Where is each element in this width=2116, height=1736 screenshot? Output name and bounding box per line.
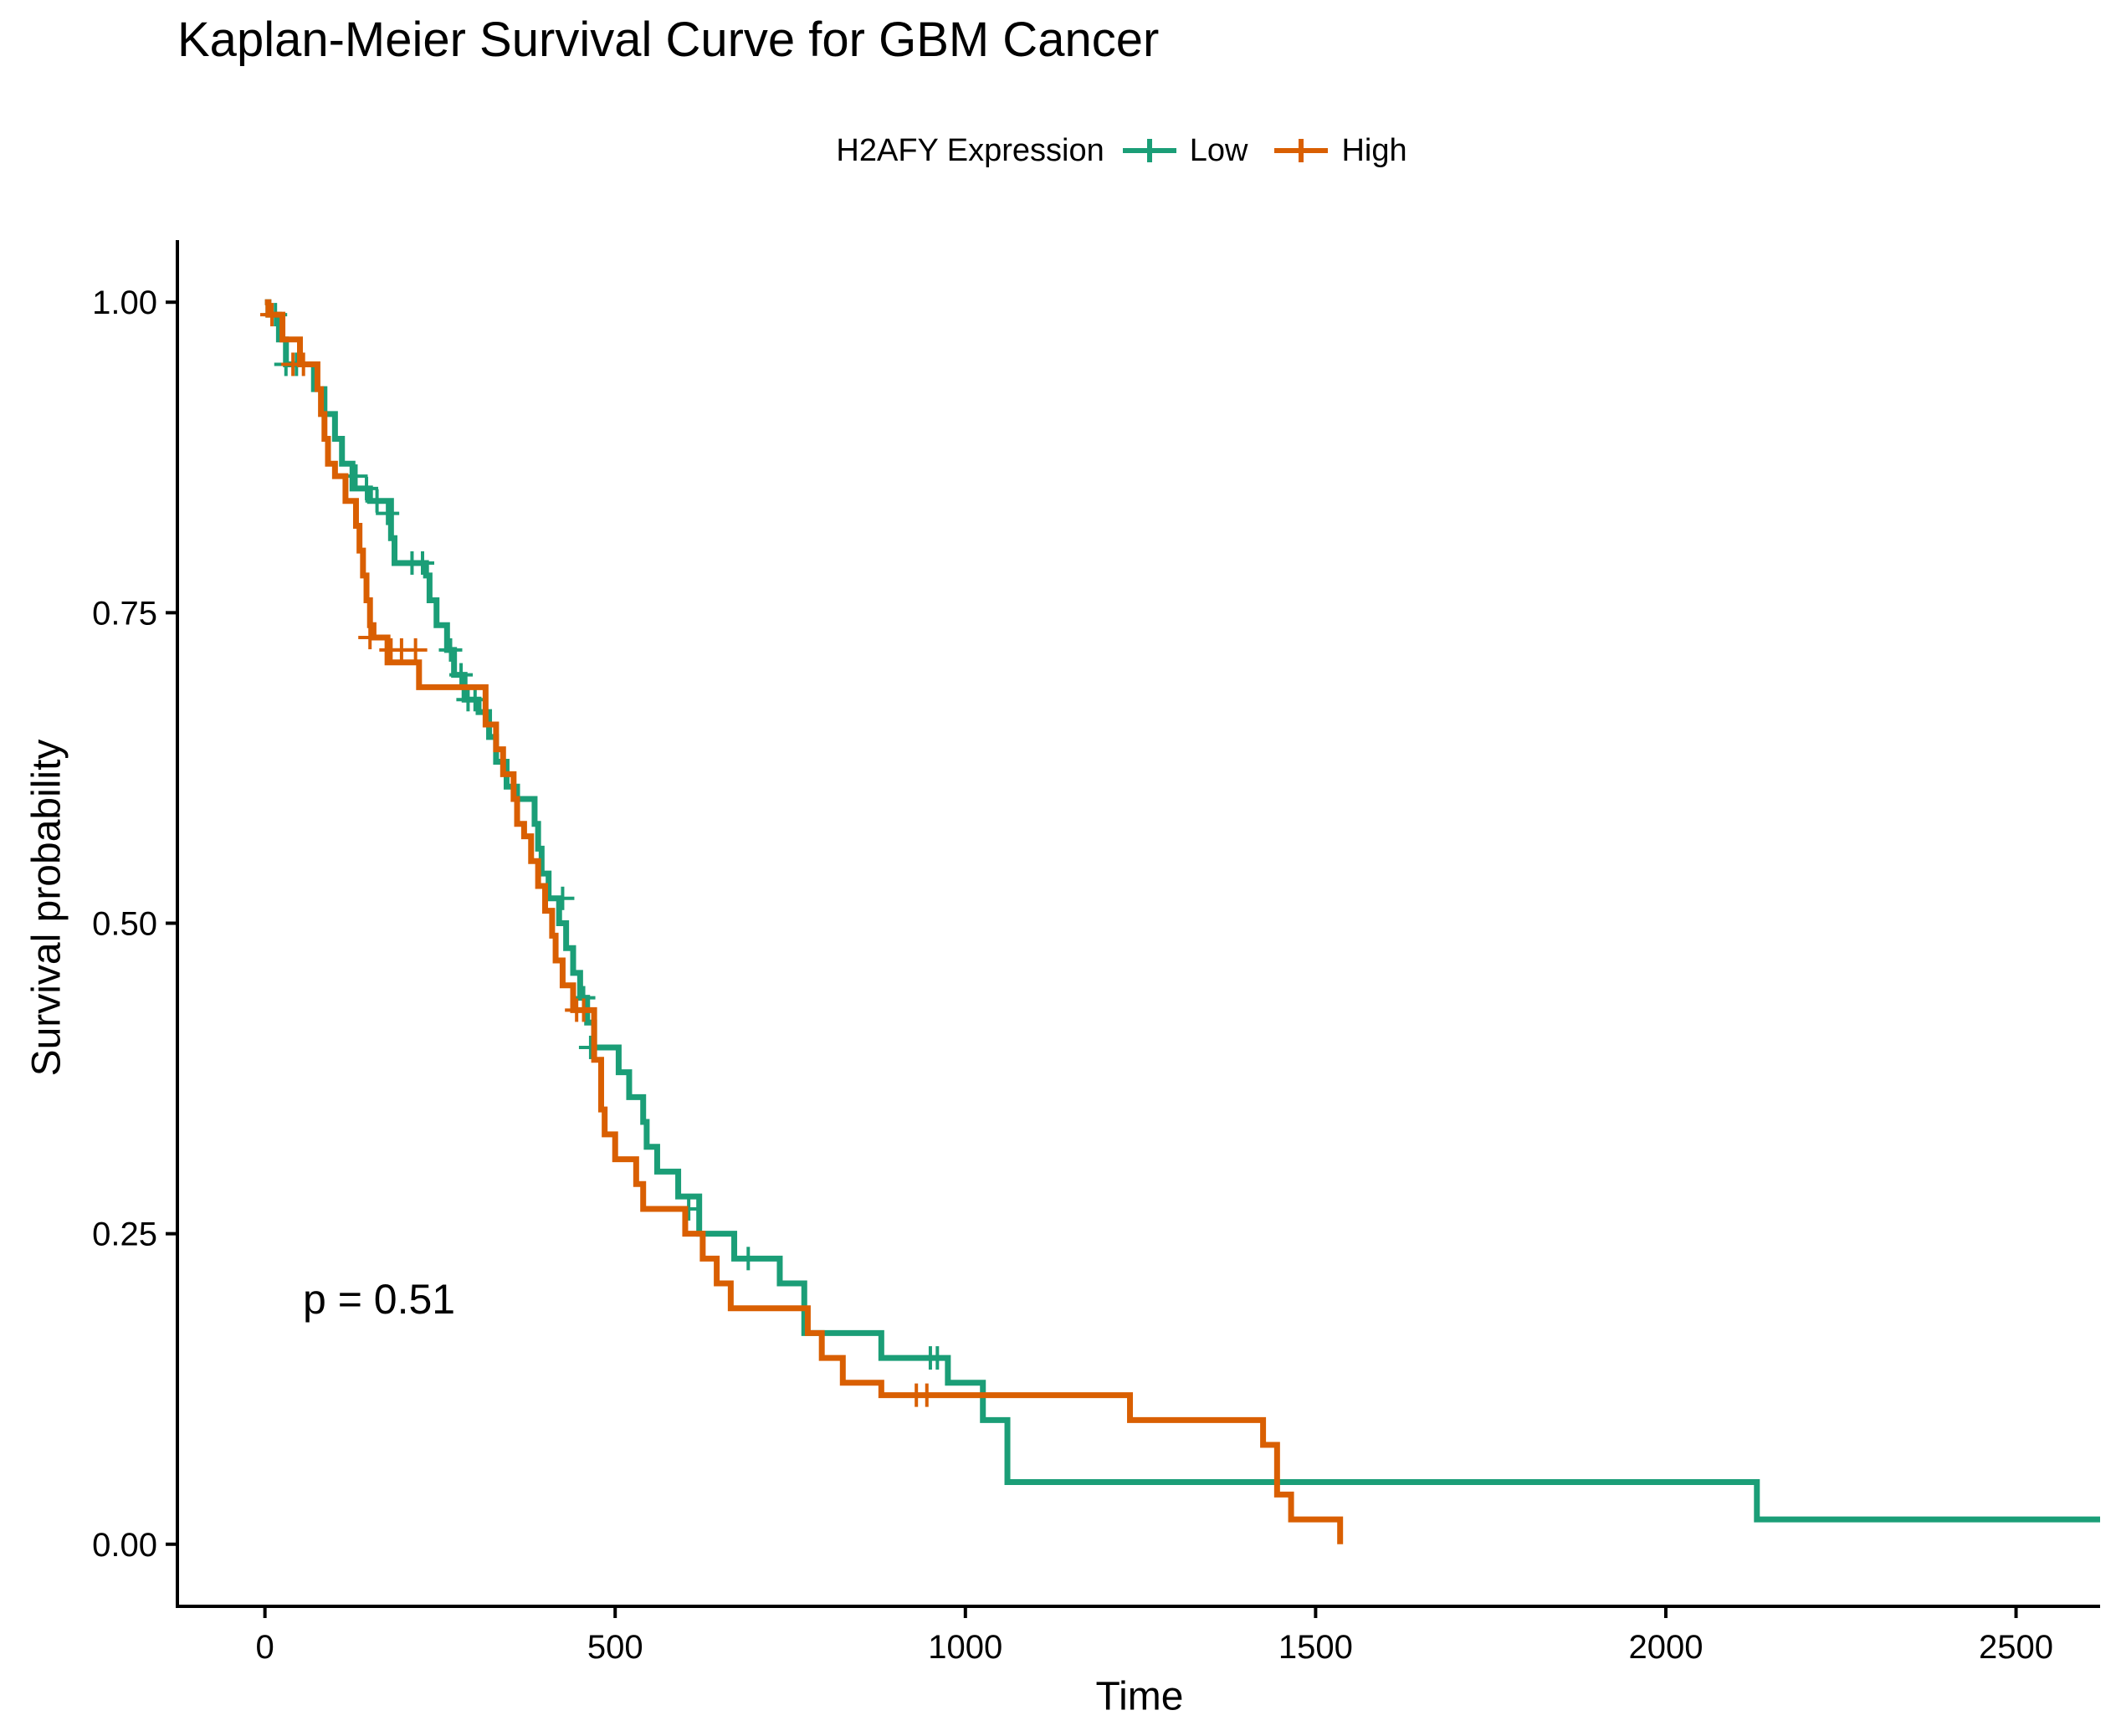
legend-key-high-icon <box>1274 139 1329 162</box>
survival-curves <box>260 299 2100 1544</box>
legend-title: H2AFY Expression <box>836 132 1104 168</box>
x-tick-label: 1000 <box>928 1629 1002 1666</box>
survival-curve-high <box>264 299 1344 1544</box>
chart-title: Kaplan-Meier Survival Curve for GBM Canc… <box>177 13 1160 67</box>
y-tick-label: 0.75 <box>92 595 157 632</box>
legend-label-high: High <box>1341 132 1407 168</box>
x-axis-title: Time <box>1095 1674 1184 1719</box>
axes: 0.00 0.25 0.50 0.75 1.00 0 500 1000 1500 2000 2500 <box>92 240 2100 1666</box>
x-tick-label: 2500 <box>1979 1629 2053 1666</box>
y-tick-label: 0.25 <box>92 1216 157 1253</box>
legend-item-high: High <box>1271 132 1407 169</box>
x-tick-label: 2000 <box>1628 1629 1703 1666</box>
x-tick-label: 0 <box>256 1629 274 1666</box>
legend-key-low-icon <box>1122 139 1176 162</box>
p-value-annotation: p = 0.51 <box>303 1276 456 1323</box>
legend-label-low: Low <box>1189 132 1248 168</box>
y-tick-label: 1.00 <box>92 284 157 321</box>
y-tick-label: 0.50 <box>92 906 157 943</box>
legend: H2AFY Expression Low High <box>0 125 2116 176</box>
legend-item-low: Low <box>1119 133 1248 169</box>
x-tick-label: 1500 <box>1278 1629 1353 1666</box>
y-tick-label: 0.00 <box>92 1527 157 1564</box>
x-tick-label: 500 <box>587 1629 643 1666</box>
y-axis-title: Survival probability <box>24 739 69 1077</box>
survival-curve-low <box>264 299 2100 1523</box>
